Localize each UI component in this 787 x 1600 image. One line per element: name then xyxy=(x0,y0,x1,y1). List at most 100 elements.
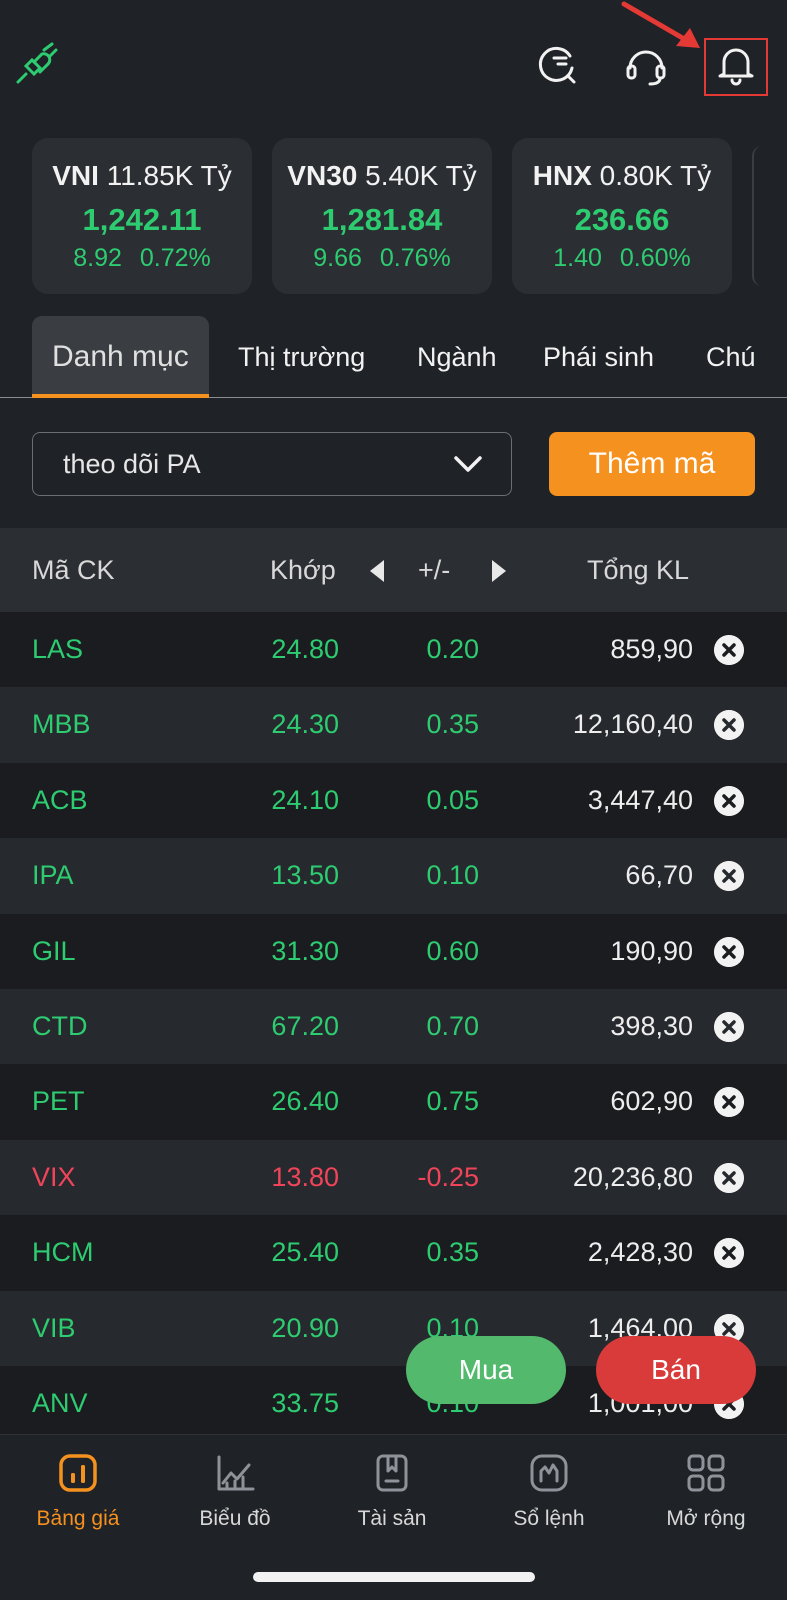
row-volume: 66,70 xyxy=(625,860,693,891)
row-volume: 12,160,40 xyxy=(572,709,693,740)
row-volume: 602,90 xyxy=(610,1086,693,1117)
row-volume: 859,90 xyxy=(610,634,693,664)
header-price[interactable]: Khớp xyxy=(270,555,336,585)
index-value: 1,242.11 xyxy=(82,202,202,237)
tab-nganh[interactable]: Ngành xyxy=(417,342,497,372)
row-change: 0.35 xyxy=(426,709,479,740)
row-symbol: ACB xyxy=(32,784,88,815)
table-row[interactable]: PET 26.40 0.75 602,90 xyxy=(0,1064,787,1140)
row-symbol: HCM xyxy=(32,1237,94,1268)
tab-chu[interactable]: Chú xyxy=(706,342,756,372)
row-price: 33.75 xyxy=(271,1387,339,1418)
table-row[interactable]: VIX 13.80 -0.25 20,236,80 xyxy=(0,1139,787,1216)
header-volume[interactable]: Tổng KL xyxy=(587,555,690,585)
table-row[interactable]: MBB 24.30 0.35 12,160,40 xyxy=(0,687,787,763)
row-price: 24.10 xyxy=(271,784,339,815)
row-price: 24.80 xyxy=(271,634,339,664)
row-change: 0.05 xyxy=(426,784,479,815)
nav-item-mo-rong[interactable]: Mở rộng xyxy=(636,1453,776,1531)
header-symbol[interactable]: Mã CK xyxy=(32,555,115,585)
index-card-vni[interactable]: VNI 11.85K Tỷ 1,242.11 8.92 0.72% xyxy=(32,138,252,294)
price-board-icon xyxy=(59,1454,97,1492)
remove-icon[interactable] xyxy=(714,1011,744,1042)
index-name-line: VN30 5.40K Tỷ xyxy=(287,160,477,191)
order-book-icon xyxy=(530,1454,568,1492)
row-volume: 190,90 xyxy=(610,935,693,966)
table-row[interactable]: GIL 31.30 0.60 190,90 xyxy=(0,913,787,989)
add-symbol-button[interactable]: Thêm mã xyxy=(549,432,755,496)
index-card-hnx[interactable]: HNX 0.80K Tỷ 236.66 1.40 0.60% xyxy=(512,138,732,294)
row-symbol: LAS xyxy=(32,634,84,664)
row-volume: 398,30 xyxy=(610,1010,693,1041)
chart-icon xyxy=(217,1455,255,1491)
nav-item-tai-san[interactable]: Tài sản xyxy=(322,1453,462,1531)
red-arrow-annotation-icon xyxy=(621,1,700,48)
remove-icon[interactable] xyxy=(714,710,744,741)
row-symbol: CTD xyxy=(32,1010,88,1041)
row-symbol: VIB xyxy=(32,1312,76,1343)
header-change[interactable]: +/- xyxy=(418,555,451,585)
table-row[interactable]: LAS 24.80 0.20 859,90 xyxy=(0,612,787,688)
tab-phai-sinh[interactable]: Phái sinh xyxy=(543,342,655,372)
tab-thi-truong[interactable]: Thị trường xyxy=(238,342,366,372)
watchlist-controls: theo dõi PA Thêm mã xyxy=(32,432,756,496)
table-row[interactable]: HCM 25.40 0.35 2,428,30 xyxy=(0,1215,787,1291)
tab-danh-muc[interactable]: Danh mục xyxy=(32,316,209,398)
remove-icon[interactable] xyxy=(714,1087,744,1118)
row-symbol: ANV xyxy=(32,1387,88,1418)
table-row[interactable]: IPA 13.50 0.10 66,70 xyxy=(0,838,787,914)
row-price: 26.40 xyxy=(271,1086,339,1117)
row-price: 20.90 xyxy=(271,1312,339,1343)
remove-icon[interactable] xyxy=(714,1238,744,1269)
nav-label: Bảng giá xyxy=(36,1507,120,1530)
grid-icon xyxy=(687,1454,725,1492)
nav-label: Biểu đồ xyxy=(199,1507,271,1530)
remove-icon[interactable] xyxy=(714,785,744,816)
caret-left-icon[interactable] xyxy=(370,560,384,582)
index-change: 8.92 0.72% xyxy=(73,244,211,272)
notification-highlight-box xyxy=(704,38,768,96)
row-symbol: GIL xyxy=(32,935,76,966)
row-change: 0.75 xyxy=(426,1086,479,1117)
index-value: 1,281.84 xyxy=(321,202,443,237)
row-volume: 20,236,80 xyxy=(572,1161,693,1192)
remove-icon[interactable] xyxy=(714,861,744,892)
row-volume: 2,428,30 xyxy=(587,1237,693,1268)
index-cards: VNI 11.85K Tỷ 1,242.11 8.92 0.72% VN30 5.… xyxy=(32,138,787,296)
top-bar xyxy=(0,0,787,130)
nav-item-bang-gia[interactable]: Bảng giá xyxy=(8,1453,148,1531)
sell-button[interactable]: Bán xyxy=(596,1336,756,1404)
bell-icon[interactable] xyxy=(714,42,758,86)
nav-label: Sổ lệnh xyxy=(513,1507,585,1530)
nav-item-bieu-do[interactable]: Biểu đồ xyxy=(165,1453,305,1531)
index-name-line: VNI 11.85K Tỷ xyxy=(52,160,232,191)
buy-button[interactable]: Mua xyxy=(406,1336,566,1404)
caret-right-icon[interactable] xyxy=(492,560,506,582)
row-change: 0.35 xyxy=(426,1237,479,1268)
row-price: 67.20 xyxy=(271,1010,339,1041)
remove-icon[interactable] xyxy=(714,936,744,967)
nav-item-so-lenh[interactable]: Sổ lệnh xyxy=(479,1453,619,1531)
row-price: 13.80 xyxy=(271,1161,339,1192)
index-name-line: HNX 0.80K Tỷ xyxy=(532,160,712,191)
table-row[interactable]: ACB 24.10 0.05 3,447,40 xyxy=(0,762,787,839)
row-price: 31.30 xyxy=(271,935,339,966)
row-price: 24.30 xyxy=(271,709,339,740)
row-change: 0.70 xyxy=(426,1010,479,1041)
home-indicator[interactable] xyxy=(253,1572,535,1582)
row-symbol: MBB xyxy=(32,709,91,740)
plug-logo-icon xyxy=(16,42,58,84)
row-symbol: VIX xyxy=(32,1161,76,1192)
headset-support-icon[interactable] xyxy=(624,42,668,86)
index-card-vn30[interactable]: VN30 5.40K Tỷ 1,281.84 9.66 0.76% xyxy=(272,138,492,294)
remove-icon[interactable] xyxy=(714,1162,744,1193)
market-tabs: Danh mục Thị trường Ngành Phái sinh Chú xyxy=(0,316,787,398)
watchlist-select[interactable]: theo dõi PA xyxy=(32,432,512,496)
table-header: Mã CK Khớp +/- Tổng KL xyxy=(0,528,787,612)
nav-label: Tài sản xyxy=(357,1507,427,1530)
watchlist-select-value: theo dõi PA xyxy=(63,449,201,479)
table-row[interactable]: CTD 67.20 0.70 398,30 xyxy=(0,988,787,1065)
row-change: -0.25 xyxy=(417,1161,479,1192)
search-refresh-icon[interactable] xyxy=(534,42,578,86)
remove-icon[interactable] xyxy=(714,635,744,665)
